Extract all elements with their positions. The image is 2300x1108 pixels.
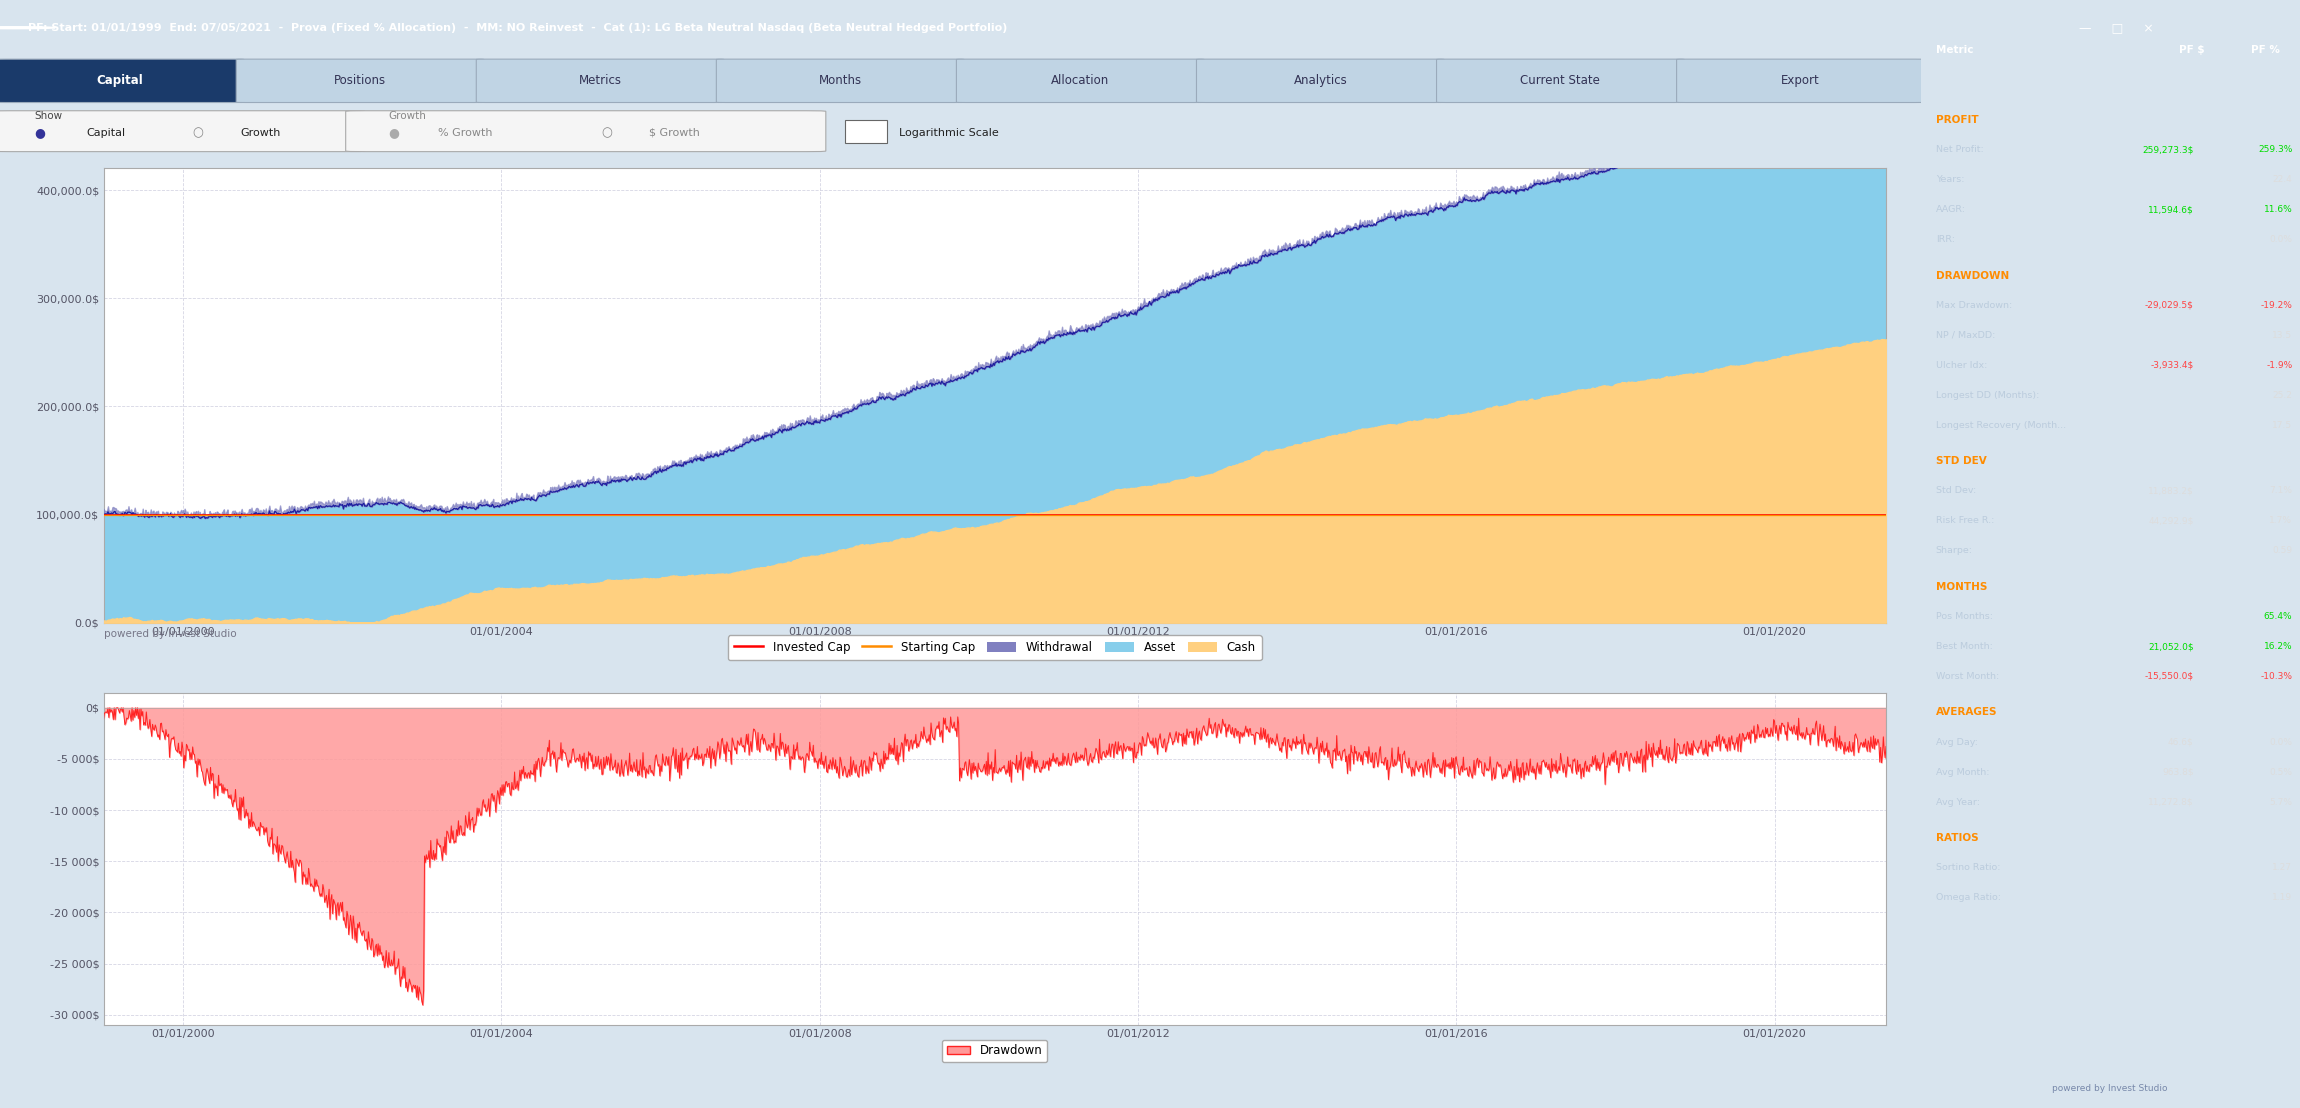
Text: powered by Invest Studio: powered by Invest Studio [2052, 1084, 2169, 1094]
Text: -10.3%: -10.3% [2261, 671, 2293, 681]
Text: 0.0%: 0.0% [2270, 738, 2293, 747]
Text: Positions: Positions [334, 74, 386, 86]
Text: 22.4: 22.4 [2272, 175, 2293, 184]
Text: 11.6%: 11.6% [2263, 205, 2293, 214]
FancyBboxPatch shape [345, 111, 826, 152]
Text: 16.2%: 16.2% [2263, 642, 2293, 652]
Text: Worst Month:: Worst Month: [1937, 671, 1999, 681]
Text: ●: ● [34, 126, 46, 140]
Text: Net Profit:: Net Profit: [1937, 145, 1983, 154]
Text: $ Growth: $ Growth [649, 127, 699, 137]
Text: Show: Show [34, 111, 62, 121]
Text: Export: Export [1780, 74, 1819, 86]
Text: 259.3%: 259.3% [2259, 145, 2293, 154]
Text: Sortino Ratio:: Sortino Ratio: [1937, 863, 2001, 872]
Text: 1.7%: 1.7% [2270, 516, 2293, 525]
Text: 11,883.2$: 11,883.2$ [2148, 486, 2194, 495]
Text: Capital: Capital [87, 127, 126, 137]
Text: RATIOS: RATIOS [1937, 833, 1978, 843]
Text: -29,029.5$: -29,029.5$ [2146, 301, 2194, 310]
Text: MONTHS: MONTHS [1937, 582, 1987, 592]
Text: 44,292.9$: 44,292.9$ [2148, 516, 2194, 525]
Legend: Drawdown: Drawdown [943, 1039, 1046, 1063]
Text: —     □     ×: — □ × [2079, 21, 2153, 34]
Text: 11,594.6$: 11,594.6$ [2148, 205, 2194, 214]
Text: ●: ● [389, 126, 398, 140]
Text: 963.8$: 963.8$ [2162, 768, 2194, 777]
FancyBboxPatch shape [0, 111, 366, 152]
FancyBboxPatch shape [1438, 59, 1684, 103]
Text: PF %: PF % [2252, 44, 2279, 54]
Text: 46.6$: 46.6$ [2169, 738, 2194, 747]
Text: ○: ○ [600, 126, 612, 140]
Text: -19.2%: -19.2% [2261, 301, 2293, 310]
Text: Avg Year:: Avg Year: [1937, 798, 1980, 807]
Text: Capital: Capital [97, 74, 143, 86]
Text: Years:: Years: [1937, 175, 1964, 184]
Text: Logarithmic Scale: Logarithmic Scale [899, 127, 998, 137]
Text: powered by Invest Studio: powered by Invest Studio [104, 629, 237, 639]
Text: NP / MaxDD:: NP / MaxDD: [1937, 331, 1994, 340]
FancyBboxPatch shape [844, 120, 888, 143]
Text: Std Dev:: Std Dev: [1937, 486, 1976, 495]
Text: DRAWDOWN: DRAWDOWN [1937, 270, 2008, 280]
FancyBboxPatch shape [237, 59, 483, 103]
Legend: Invested Cap, Starting Cap, Withdrawal, Asset, Cash: Invested Cap, Starting Cap, Withdrawal, … [727, 635, 1263, 660]
Text: Growth: Growth [239, 127, 281, 137]
Text: 259,273.3$: 259,273.3$ [2141, 145, 2194, 154]
Text: Sharpe:: Sharpe: [1937, 546, 1973, 555]
Circle shape [0, 27, 55, 29]
Text: Months: Months [819, 74, 862, 86]
Text: IRR:: IRR: [1937, 235, 1955, 244]
Text: 25.2: 25.2 [2272, 391, 2293, 400]
Text: 5.7%: 5.7% [2270, 798, 2293, 807]
Text: 21,052.0$: 21,052.0$ [2148, 642, 2194, 652]
Text: -3,933.4$: -3,933.4$ [2150, 361, 2194, 370]
Text: Avg Day:: Avg Day: [1937, 738, 1978, 747]
FancyBboxPatch shape [1196, 59, 1444, 103]
Text: PROFIT: PROFIT [1937, 115, 1978, 125]
Text: Metrics: Metrics [580, 74, 621, 86]
Text: AAGR:: AAGR: [1937, 205, 1966, 214]
Text: Current State: Current State [1520, 74, 1601, 86]
Text: Best Month:: Best Month: [1937, 642, 1992, 652]
Text: STD DEV: STD DEV [1937, 456, 1987, 466]
Text: 1.19: 1.19 [2272, 893, 2293, 902]
Text: Max Drawdown:: Max Drawdown: [1937, 301, 2012, 310]
Text: 11,272.8$: 11,272.8$ [2148, 798, 2194, 807]
FancyBboxPatch shape [957, 59, 1205, 103]
Text: Metric: Metric [1937, 44, 1973, 54]
Text: % Growth: % Growth [437, 127, 492, 137]
Text: 7.1%: 7.1% [2270, 486, 2293, 495]
FancyBboxPatch shape [476, 59, 724, 103]
Text: Risk Free R.:: Risk Free R.: [1937, 516, 1994, 525]
Text: Avg Month:: Avg Month: [1937, 768, 1990, 777]
Text: Pos Months:: Pos Months: [1937, 612, 1992, 622]
Text: PF $: PF $ [2178, 44, 2203, 54]
Text: 0.59: 0.59 [2272, 546, 2293, 555]
FancyBboxPatch shape [715, 59, 964, 103]
Text: Ulcher Idx:: Ulcher Idx: [1937, 361, 1987, 370]
FancyBboxPatch shape [0, 59, 244, 103]
FancyBboxPatch shape [1677, 59, 1925, 103]
Text: Analytics: Analytics [1293, 74, 1348, 86]
Text: Omega Ratio:: Omega Ratio: [1937, 893, 2001, 902]
Text: 13.5: 13.5 [2272, 331, 2293, 340]
Text: 65.4%: 65.4% [2263, 612, 2293, 622]
Text: 17.5: 17.5 [2272, 421, 2293, 430]
Text: 1.27: 1.27 [2272, 863, 2293, 872]
Text: 0.0%: 0.0% [2270, 235, 2293, 244]
Text: ○: ○ [193, 126, 202, 140]
Text: Longest Recovery (Month...: Longest Recovery (Month... [1937, 421, 2065, 430]
Text: AVERAGES: AVERAGES [1937, 707, 1996, 717]
Text: -1.9%: -1.9% [2266, 361, 2293, 370]
Text: PF: Start: 01/01/1999  End: 07/05/2021  -  Prova (Fixed % Allocation)  -  MM: NO: PF: Start: 01/01/1999 End: 07/05/2021 - … [28, 22, 1007, 33]
Text: 0.5%: 0.5% [2270, 768, 2293, 777]
Text: Longest DD (Months):: Longest DD (Months): [1937, 391, 2040, 400]
Text: Growth: Growth [389, 111, 426, 121]
Text: -15,550.0$: -15,550.0$ [2144, 671, 2194, 681]
Text: Allocation: Allocation [1051, 74, 1109, 86]
